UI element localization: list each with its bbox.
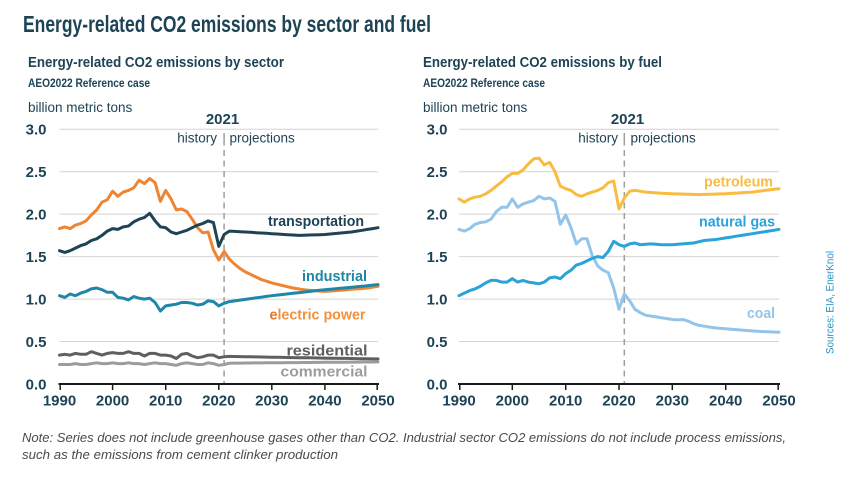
svg-text:1990: 1990	[442, 393, 475, 410]
svg-text:billion metric tons: billion metric tons	[28, 100, 133, 115]
svg-text:2000: 2000	[96, 393, 129, 410]
svg-text:3.0: 3.0	[26, 122, 47, 139]
svg-text:Energy-related CO2 emissions b: Energy-related CO2 emissions by fuel	[423, 55, 662, 71]
svg-text:2.5: 2.5	[427, 164, 448, 181]
svg-text:2.0: 2.0	[427, 206, 448, 223]
svg-text:3.0: 3.0	[427, 122, 448, 139]
svg-text:history: history	[177, 131, 217, 146]
svg-text:0.5: 0.5	[427, 334, 448, 351]
svg-text:2.0: 2.0	[26, 206, 47, 223]
svg-text:0.5: 0.5	[26, 334, 47, 351]
svg-text:2000: 2000	[496, 393, 529, 410]
svg-text:2020: 2020	[202, 393, 235, 410]
svg-text:2040: 2040	[709, 393, 742, 410]
svg-text:2010: 2010	[549, 393, 582, 410]
svg-text:AEO2022 Reference case: AEO2022 Reference case	[28, 78, 150, 90]
svg-text:history: history	[578, 131, 618, 146]
svg-text:1.5: 1.5	[26, 249, 47, 266]
svg-text:AEO2022 Reference case: AEO2022 Reference case	[423, 78, 545, 90]
svg-text:0.0: 0.0	[26, 376, 47, 393]
svg-text:Note: Series does not include: Note: Series does not include greenhouse…	[22, 430, 786, 445]
svg-text:billion metric tons: billion metric tons	[423, 100, 528, 115]
svg-text:coal: coal	[747, 305, 775, 322]
svg-text:2050: 2050	[361, 393, 394, 410]
svg-text:1.0: 1.0	[26, 291, 47, 308]
svg-text:residential: residential	[287, 343, 368, 360]
svg-text:2021: 2021	[611, 111, 644, 128]
svg-text:industrial: industrial	[302, 268, 367, 285]
svg-text:commercial: commercial	[281, 364, 368, 381]
svg-text:natural gas: natural gas	[699, 214, 775, 231]
svg-text:2021: 2021	[206, 111, 239, 128]
svg-text:1990: 1990	[43, 393, 76, 410]
svg-text:petroleum: petroleum	[704, 174, 773, 191]
svg-text:2010: 2010	[149, 393, 182, 410]
svg-text:1.0: 1.0	[427, 291, 448, 308]
svg-text:2040: 2040	[308, 393, 341, 410]
svg-text:projections: projections	[631, 131, 697, 146]
svg-text:Energy-related CO2 emissions b: Energy-related CO2 emissions by sector a…	[23, 11, 431, 37]
svg-text:electric power: electric power	[270, 307, 366, 324]
svg-text:2030: 2030	[656, 393, 689, 410]
svg-text:2050: 2050	[762, 393, 795, 410]
svg-text:Energy-related CO2 emissions b: Energy-related CO2 emissions by sector	[28, 55, 284, 71]
svg-text:0.0: 0.0	[427, 376, 448, 393]
svg-text:transportation: transportation	[268, 213, 364, 230]
svg-text:Sources: EIA, EnerKnol: Sources: EIA, EnerKnol	[825, 251, 837, 354]
svg-text:such as the emissions from cem: such as the emissions from cement clinke…	[22, 447, 338, 462]
svg-text:projections: projections	[230, 131, 296, 146]
svg-text:2020: 2020	[602, 393, 635, 410]
svg-text:2030: 2030	[255, 393, 288, 410]
svg-text:2.5: 2.5	[26, 164, 47, 181]
svg-text:1.5: 1.5	[427, 249, 448, 266]
